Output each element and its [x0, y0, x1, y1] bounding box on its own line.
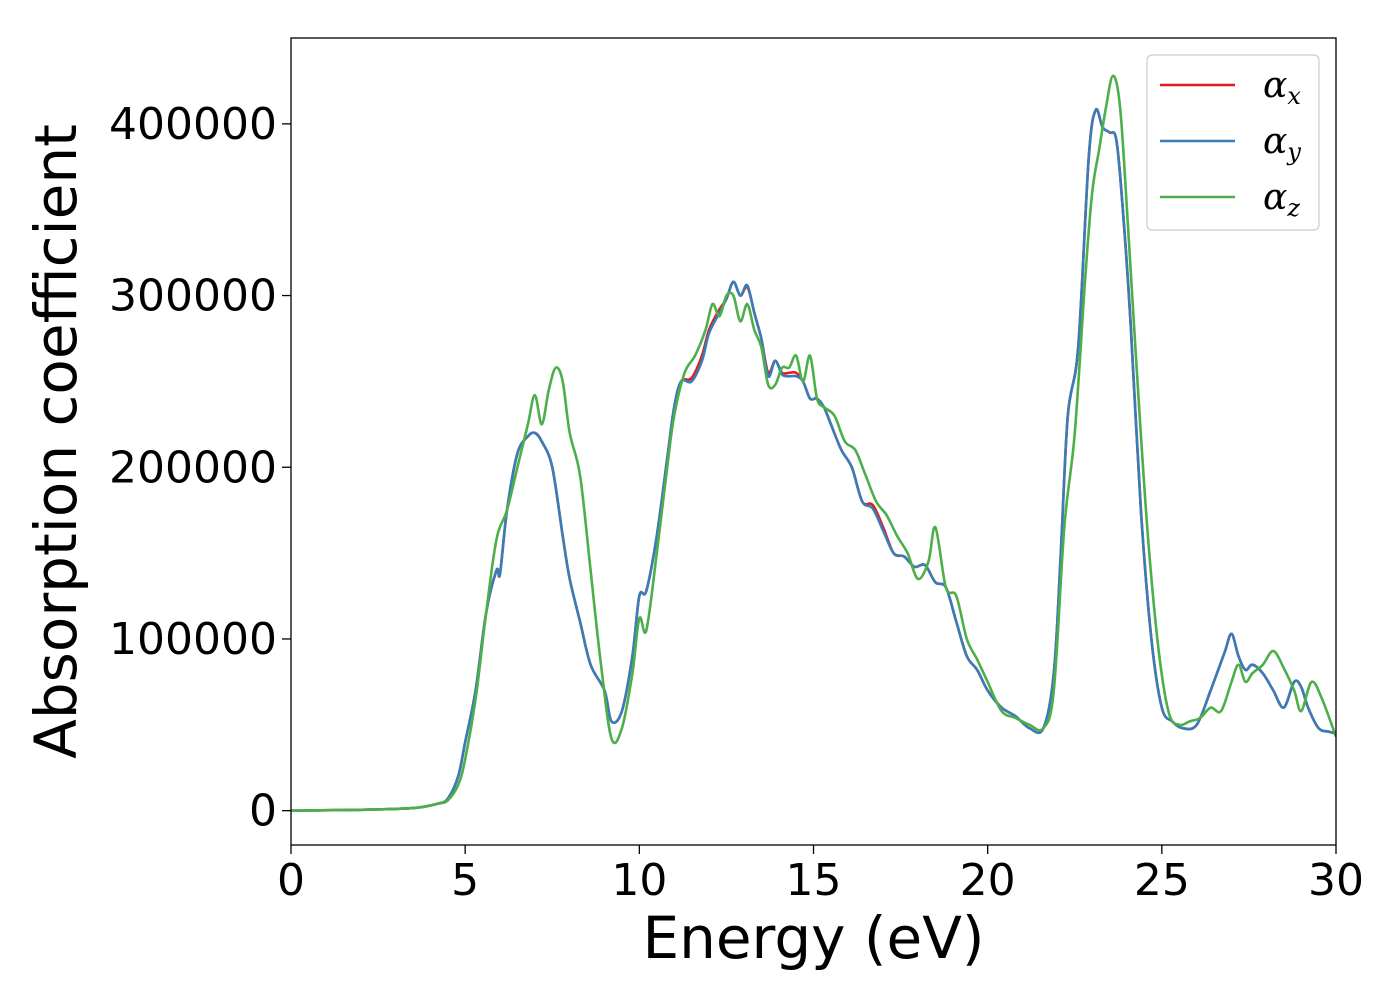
legend-label-x: αx [1263, 65, 1301, 110]
series-lines [291, 74, 1336, 812]
x-tick-label: 15 [786, 855, 842, 906]
legend-box [1146, 54, 1320, 231]
x-tick-label: 25 [1134, 855, 1190, 906]
x-tick-label: 30 [1308, 855, 1364, 906]
y-tick-label: 300000 [109, 271, 277, 322]
y-tick-label: 100000 [109, 614, 277, 665]
legend: αx αy αz [1146, 54, 1320, 231]
legend-label-z: αz [1263, 177, 1300, 222]
y-tick-label: 400000 [109, 99, 277, 150]
legend-label-y: αy [1263, 121, 1301, 166]
y-axis-title: Absorption coefficient [22, 124, 90, 759]
x-axis-ticks: 0 5 10 15 20 25 30 [277, 845, 1364, 906]
y-tick-label: 200000 [109, 442, 277, 493]
series-line-y [291, 107, 1336, 812]
x-axis-title: Energy (eV) [642, 904, 984, 972]
series-line-z [291, 74, 1336, 812]
y-axis-ticks: 0 100000 200000 300000 400000 [109, 99, 291, 837]
x-tick-label: 10 [611, 855, 667, 906]
x-tick-label: 20 [960, 855, 1016, 906]
x-tick-label: 5 [451, 855, 479, 906]
y-tick-label: 0 [249, 786, 277, 837]
x-tick-label: 0 [277, 855, 305, 906]
